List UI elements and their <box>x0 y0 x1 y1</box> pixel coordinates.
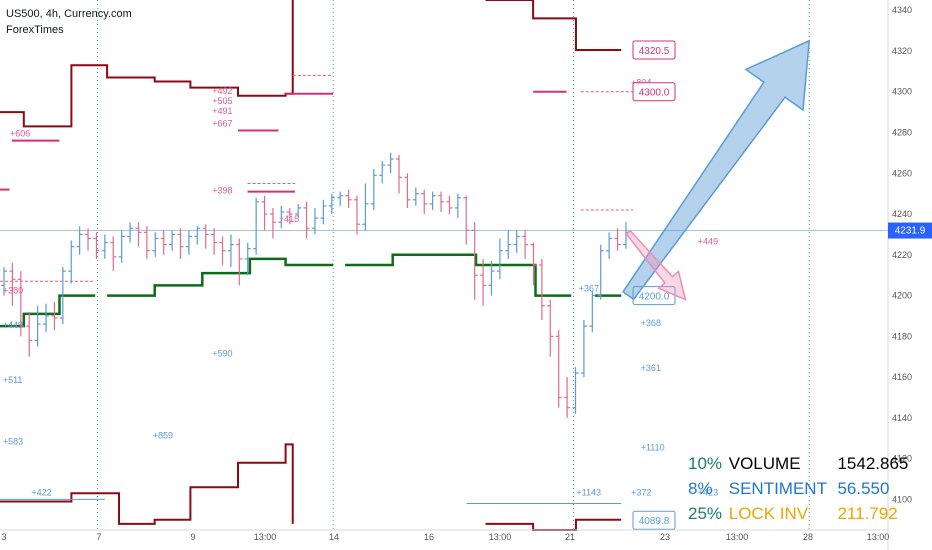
stat-row-sentiment: 8% SENTIMENT 56.550 <box>688 476 908 501</box>
stat-value: 1542.865 <box>837 454 909 473</box>
x-tick-label: 13:00 <box>254 532 277 542</box>
y-tick-label: 4280 <box>892 128 912 138</box>
stat-label: VOLUME <box>728 454 801 473</box>
current-price-label: 4231.9 <box>895 226 926 237</box>
price-label-box <box>632 510 676 530</box>
annotation-label: +372 <box>631 487 651 497</box>
support-level <box>345 253 572 297</box>
y-tick-label: 4340 <box>892 5 912 15</box>
x-tick-label: 13:00 <box>726 532 749 542</box>
annotation-label: +415 <box>279 214 299 224</box>
time-axis[interactable]: 3 7 9 13:00 14 16 13:00 21 23 13:00 28 13:00 <box>0 529 890 542</box>
x-tick-label: 13:00 <box>867 532 890 542</box>
price-label: 4300.0 <box>639 88 670 99</box>
annotation-label: +423 <box>698 487 718 497</box>
y-tick-label: 4300 <box>892 87 912 97</box>
stat-label: LOCK INV <box>728 504 809 523</box>
indicator-name: ForexTimes <box>6 24 64 36</box>
annotation-label: +491 <box>212 106 232 116</box>
x-tick-label: 16 <box>424 532 434 542</box>
annotation-label: +449 <box>3 320 23 330</box>
stat-pct: 25% <box>688 504 723 523</box>
stats-panel: 10% VOLUME 1542.865 8% SENTIMENT 56.550 … <box>688 451 908 526</box>
stat-pct: 8% <box>688 479 713 498</box>
forecast-up-arrow <box>621 39 811 301</box>
level-lines <box>0 0 676 531</box>
y-tick-label: 4240 <box>892 209 912 219</box>
symbol-title: US500, 4h, Currency.com <box>6 8 132 20</box>
annotation-label: +667 <box>212 118 232 128</box>
x-tick-label: 23 <box>660 532 670 542</box>
price-label-box <box>632 40 676 60</box>
annotation-label: +505 <box>212 96 232 106</box>
x-tick-label: 3 <box>1 532 6 542</box>
y-tick-label: 4200 <box>892 291 912 301</box>
stat-row-lock-inv: 25% LOCK INV 211.792 <box>688 501 908 526</box>
annotation-label: +492 <box>212 86 232 96</box>
stat-value: 211.792 <box>837 504 898 523</box>
y-tick-label: 4220 <box>892 250 912 260</box>
stat-label: SENTIMENT <box>728 479 827 498</box>
resistance-level <box>485 0 622 51</box>
y-tick-label: 4260 <box>892 168 912 178</box>
price-label: 4200.0 <box>639 292 670 303</box>
annotation-label: +422 <box>31 487 51 497</box>
resistance-level <box>485 518 622 531</box>
candles <box>1 152 629 418</box>
price-label: 4320.5 <box>639 46 670 57</box>
annotation-label: +859 <box>153 430 173 440</box>
price-axis[interactable]: 4100 4120 4140 4160 4180 4200 4220 4240 4260 4280… <box>887 0 932 550</box>
y-tick-label: 4120 <box>892 454 912 464</box>
stat-pct: 10% <box>688 454 723 473</box>
x-tick-label: 13:00 <box>489 532 512 542</box>
y-tick-label: 4140 <box>892 413 912 423</box>
annotation-label: +367 <box>579 284 599 294</box>
annotations: +606+492+505+491+667+398+415+380+804+449… <box>3 40 718 530</box>
resistance-level <box>0 0 294 128</box>
annotation-label: +398 <box>212 186 232 196</box>
x-tick-label: 28 <box>803 532 813 542</box>
y-tick-label: 4160 <box>892 372 912 382</box>
annotation-label: +449 <box>698 237 718 247</box>
annotation-label: +511 <box>3 375 23 385</box>
annotation-label: +1110 <box>641 443 665 453</box>
price-label-box <box>632 82 676 102</box>
y-tick-label: 4180 <box>892 331 912 341</box>
annotation-label: +590 <box>212 349 232 359</box>
forecast-arrows <box>621 39 811 301</box>
support-level <box>0 294 96 328</box>
annotation-label: +380 <box>3 286 23 296</box>
annotation-label: +583 <box>3 436 23 446</box>
annotation-label: +361 <box>641 363 661 373</box>
resistance-level <box>0 443 294 525</box>
support-level <box>107 257 334 297</box>
annotation-label: +368 <box>641 318 661 328</box>
x-tick-label: 21 <box>565 532 575 542</box>
stat-value: 56.550 <box>837 479 890 498</box>
y-tick-label: 4100 <box>892 494 912 504</box>
x-tick-label: 9 <box>190 532 195 542</box>
forecast-down-arrow <box>625 229 687 301</box>
annotation-label: +606 <box>10 129 30 139</box>
y-tick-label: 4320 <box>892 46 912 56</box>
annotation-label: +1143 <box>576 487 601 497</box>
stat-row-volume: 10% VOLUME 1542.865 <box>688 451 908 476</box>
x-tick-label: 7 <box>96 532 101 542</box>
price-label: 4089.8 <box>639 516 670 527</box>
current-price-badge <box>888 222 932 239</box>
x-tick-label: 14 <box>329 532 339 542</box>
